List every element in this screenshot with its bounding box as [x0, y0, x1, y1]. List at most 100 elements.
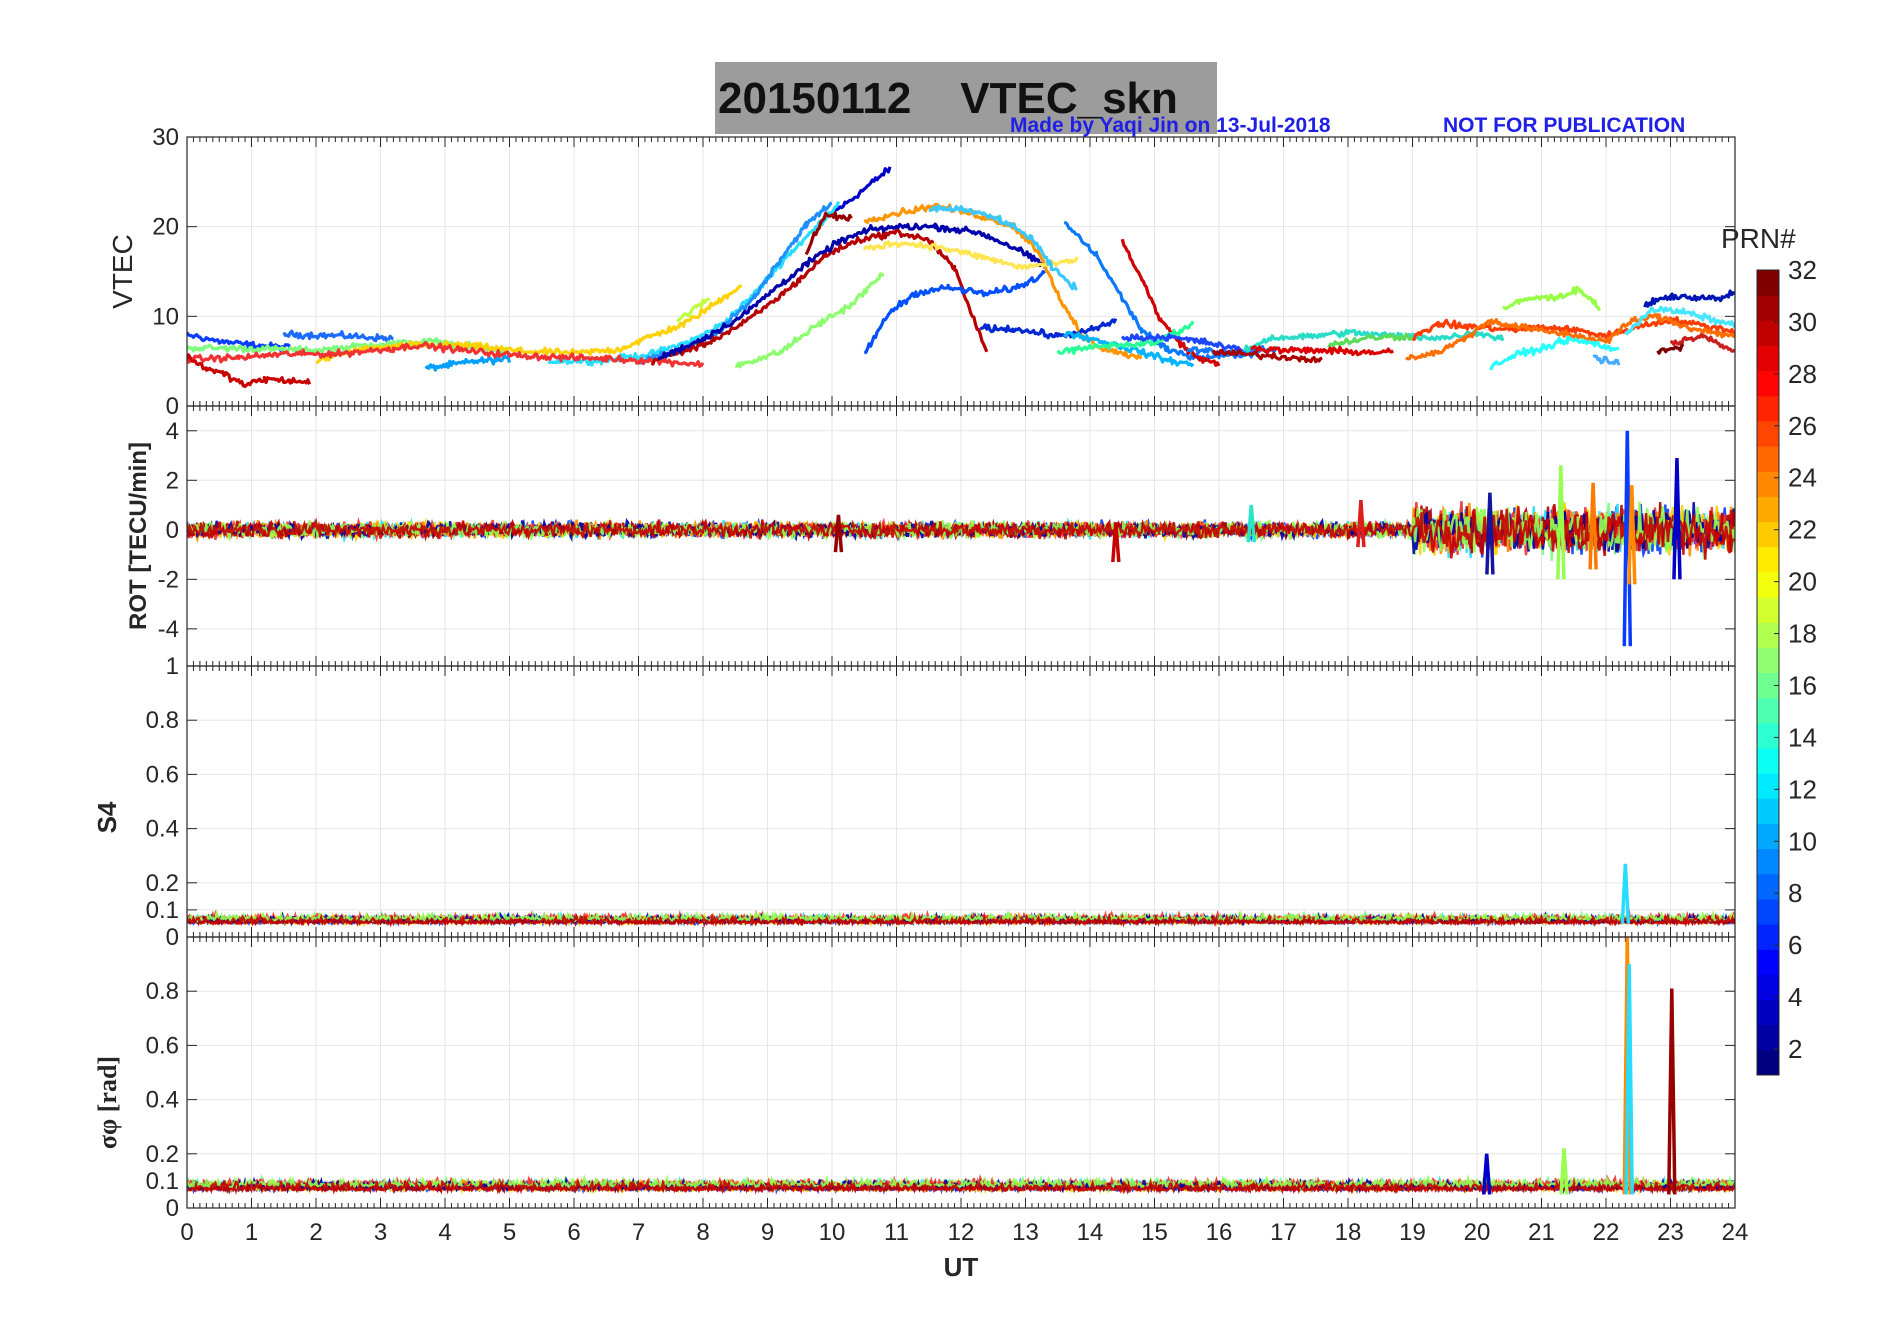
vtec-series-line — [1502, 285, 1601, 312]
colorbar-tick-label: 32 — [1788, 255, 1817, 285]
figure-title: 20150112 VTEC_skn — [718, 74, 1178, 124]
colorbar-cell — [1757, 672, 1779, 699]
colorbar-cell — [1757, 496, 1779, 523]
colorbar-cell — [1757, 949, 1779, 975]
y-tick-label: 0 — [166, 393, 179, 420]
panel-vtec: 0 10 20 30 VTEC — [107, 124, 1736, 420]
vtec-series-line — [424, 354, 512, 372]
colorbar-tick-label: 12 — [1788, 774, 1817, 804]
spike-mark — [1485, 492, 1495, 575]
colorbar-cell — [1757, 471, 1779, 497]
notice-text: NOT FOR PUBLICATION — [1443, 114, 1686, 137]
colorbar-cell — [1757, 521, 1779, 548]
vtec-series-line — [1063, 330, 1195, 368]
colorbar-cell — [1757, 320, 1779, 346]
x-tick-label: 18 — [1335, 1219, 1362, 1246]
panel-sigma-phi: 00.10.20.40.60.8σφ [rad]0 1 2 3 4 5 6 7 8 9 10 11 12… — [93, 936, 1749, 1282]
x-tick-label: 22 — [1593, 1219, 1620, 1246]
x-tick-label: 15 — [1141, 1219, 1168, 1246]
vtec-series-line — [637, 201, 833, 365]
spike-mark — [1556, 465, 1566, 580]
y-tick-label: 0.6 — [146, 761, 179, 788]
y-tick-label: -2 — [158, 566, 179, 593]
vtec-series-line — [1656, 343, 1685, 355]
panel-rot: -4 -2 0 2 4 ROT [TECU/min] — [125, 405, 1736, 667]
vtec-series-line — [1250, 345, 1395, 357]
colorbar-tick-label: 2 — [1788, 1034, 1802, 1064]
spike-mark — [1624, 964, 1634, 1195]
x-tick-label: 6 — [567, 1219, 580, 1246]
y-tick-label: 0.8 — [146, 978, 179, 1005]
x-tick-label: 7 — [632, 1219, 645, 1246]
vtec-series-line — [824, 166, 892, 219]
colorbar-tick-label: 18 — [1788, 619, 1817, 649]
y-tick-label: 0 — [166, 1195, 179, 1222]
colorbar-cell — [1757, 999, 1779, 1026]
vtec-series-line — [657, 222, 1047, 361]
x-tick-label: 12 — [948, 1219, 975, 1246]
y-tick-label: 0.1 — [146, 897, 179, 924]
x-tick-label: 19 — [1399, 1219, 1426, 1246]
y-tick-label: 0 — [166, 517, 179, 544]
y-tick-label: 0.6 — [146, 1032, 179, 1059]
vtec-series-line — [1592, 354, 1621, 366]
y-axis-label: ROT [TECU/min] — [125, 442, 152, 630]
colorbar-cell — [1757, 270, 1779, 296]
spike-mark — [1559, 1148, 1569, 1195]
colorbar-cell — [1757, 722, 1779, 749]
spike-mark — [1627, 485, 1637, 585]
colorbar-cell — [1757, 647, 1779, 673]
vtec-series-line — [735, 272, 885, 369]
axes-box — [186, 936, 1736, 1209]
spike-mark — [1620, 863, 1631, 924]
series-group — [187, 863, 1735, 929]
title-label: VTEC_skn — [960, 74, 1178, 123]
colorbar-cell — [1757, 546, 1779, 573]
spike-mark — [1588, 482, 1598, 570]
colorbar-tick-label: 26 — [1788, 411, 1817, 441]
vtec-series-line — [1211, 349, 1323, 364]
colorbar-cell — [1757, 848, 1779, 875]
vtec-series-line — [315, 284, 743, 364]
noise-series-line — [187, 505, 1735, 560]
vtec-series-line — [863, 269, 1047, 355]
x-tick-label: 17 — [1270, 1219, 1297, 1246]
vtec-series-line — [1489, 335, 1620, 371]
colorbar-cell — [1757, 597, 1779, 623]
colorbar-cell — [1757, 873, 1779, 900]
colorbar-cell — [1757, 395, 1779, 422]
vtec-series-line — [1327, 332, 1414, 349]
colorbar-tick-label: 20 — [1788, 567, 1817, 597]
x-tick-label: 14 — [1077, 1219, 1104, 1246]
x-tick-label: 20 — [1464, 1219, 1491, 1246]
x-tick-label: 13 — [1012, 1219, 1039, 1246]
y-tick-label: 0.4 — [146, 816, 179, 843]
series-group — [187, 937, 1735, 1195]
colorbar-cell — [1757, 622, 1779, 648]
x-tick-label: 21 — [1528, 1219, 1555, 1246]
vtec-series-line — [1405, 313, 1735, 361]
spike-mark — [1672, 457, 1682, 580]
vtec-series-line — [1186, 345, 1279, 357]
vtec-series-line — [1624, 305, 1735, 336]
colorbar-tick-label: 6 — [1788, 930, 1802, 960]
colorbar-tick-label: 10 — [1788, 826, 1817, 856]
x-tick-label: 8 — [696, 1219, 709, 1246]
x-tick-label: 2 — [309, 1219, 322, 1246]
vtec-series-line — [928, 204, 1078, 291]
series-group — [187, 430, 1735, 647]
colorbar-tick-label: 24 — [1788, 463, 1817, 493]
panel-s4: 00.10.2 0.4 0.6 0.8 1 S4 — [92, 653, 1736, 951]
y-tick-label: -4 — [158, 616, 179, 643]
vtec-series-line — [548, 201, 841, 367]
colorbar-cell — [1757, 446, 1779, 472]
y-tick-label: 30 — [152, 124, 179, 151]
y-tick-label: 1 — [166, 653, 179, 680]
colorbar-tick-label: 16 — [1788, 670, 1817, 700]
series-group — [187, 166, 1735, 389]
x-tick-label: 24 — [1722, 1219, 1749, 1246]
colorbar-cell — [1757, 1049, 1779, 1076]
colorbar-cell — [1757, 773, 1779, 799]
